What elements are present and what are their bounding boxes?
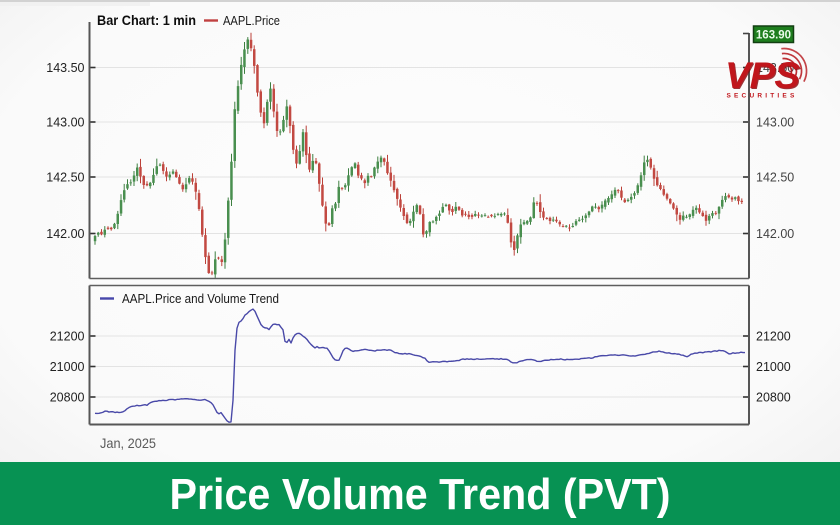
svg-text:142.50: 142.50 [756, 171, 794, 185]
svg-text:Jan, 2025: Jan, 2025 [100, 435, 156, 451]
svg-text:20800: 20800 [756, 391, 791, 405]
svg-text:AAPL.Price and Volume Trend: AAPL.Price and Volume Trend [122, 292, 279, 306]
svg-text:VPS: VPS [725, 55, 800, 96]
svg-text:142.00: 142.00 [46, 227, 84, 241]
svg-text:AAPL.Price: AAPL.Price [223, 14, 280, 28]
svg-text:163.90: 163.90 [756, 30, 791, 42]
svg-text:143.50: 143.50 [756, 61, 794, 75]
svg-text:VPS: VPS [726, 56, 801, 97]
svg-text:SECURITIES: SECURITIES [726, 93, 797, 100]
svg-text:20800: 20800 [50, 391, 85, 405]
svg-text:21000: 21000 [50, 360, 85, 374]
svg-text:Bar Chart: 1 min: Bar Chart: 1 min [97, 13, 196, 28]
svg-text:Price Volume Trend (PVT): Price Volume Trend (PVT) [170, 470, 671, 519]
svg-text:21000: 21000 [756, 360, 791, 374]
svg-text:143.00: 143.00 [46, 116, 84, 130]
svg-text:21200: 21200 [50, 330, 85, 344]
svg-text:142.00: 142.00 [756, 227, 794, 241]
svg-text:143.00: 143.00 [756, 116, 794, 130]
svg-text:142.50: 142.50 [46, 171, 84, 185]
svg-text:143.50: 143.50 [46, 61, 84, 75]
svg-text:21200: 21200 [756, 330, 791, 344]
